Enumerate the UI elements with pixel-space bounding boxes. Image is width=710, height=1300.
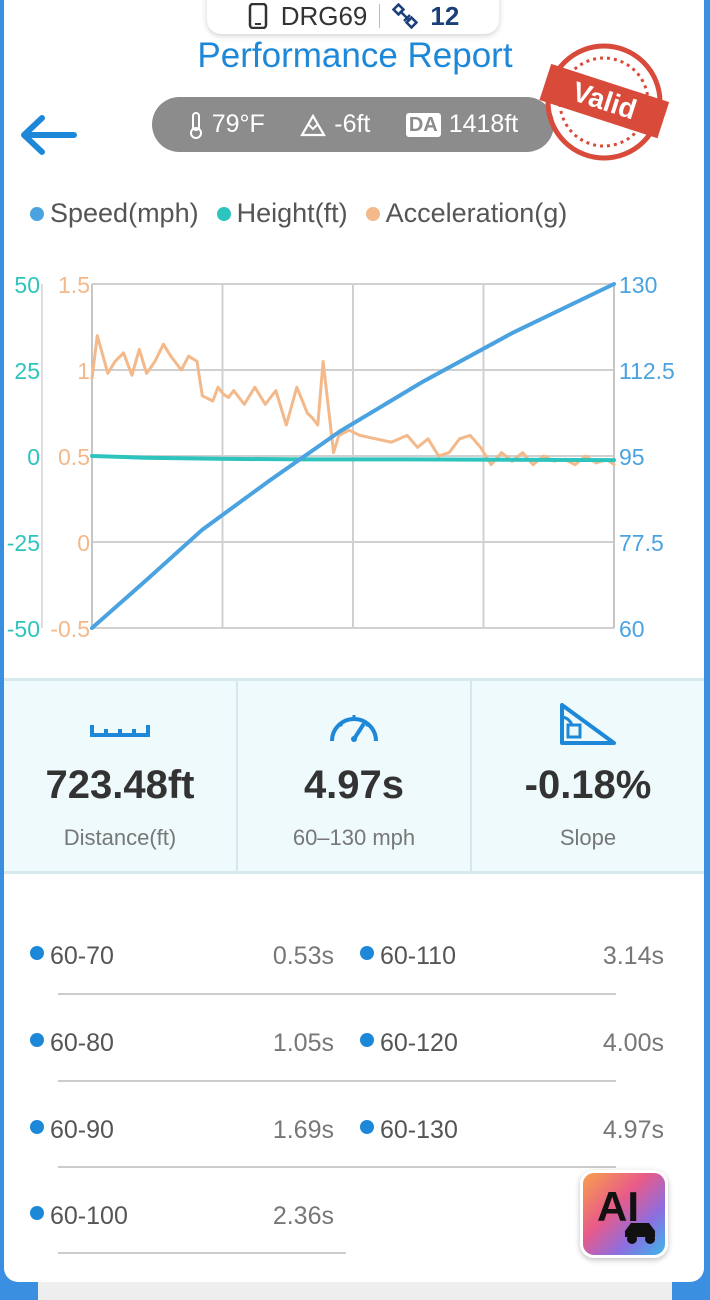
- split-dot: [360, 1120, 374, 1134]
- split-range: 60-130: [380, 1116, 458, 1144]
- split-time: 0.53s: [272, 942, 334, 970]
- split-row: 60-120 4.00s: [360, 995, 664, 1081]
- satellite-icon: [392, 3, 419, 29]
- split-dot: [30, 1120, 44, 1134]
- accel-tick-label: 0.5: [58, 444, 90, 470]
- height-tick-label: 0: [27, 444, 40, 470]
- legend-label: Height(ft): [236, 198, 348, 228]
- legend-dot: [30, 206, 44, 221]
- altitude-value: -6ft: [334, 110, 371, 138]
- height-tick-label: -25: [7, 530, 40, 556]
- accel-tick-label: -0.5: [50, 616, 90, 642]
- time-label: 60–130 mph: [292, 825, 416, 850]
- split-range: 60-90: [50, 1116, 114, 1144]
- height-tick-label: 25: [14, 358, 40, 384]
- density-altitude-value: 1418ft: [448, 110, 519, 138]
- split-dot: [360, 946, 374, 960]
- valid-stamp: Valid: [539, 43, 670, 161]
- time-value: 4.97s: [303, 763, 405, 807]
- split-range: 60-120: [380, 1029, 458, 1057]
- split-row: 60-110 3.14s: [360, 908, 664, 994]
- divider: [58, 1252, 346, 1254]
- split-dot: [30, 1033, 44, 1047]
- legend-item-height[interactable]: Height(ft): [216, 198, 348, 229]
- split-row: 60-80 1.05s: [30, 995, 334, 1081]
- speed-tick-label: 77.5: [619, 530, 664, 556]
- slope-value: -0.18%: [524, 763, 652, 807]
- satellite-count: 12: [430, 0, 460, 31]
- split-time: 4.00s: [602, 1029, 664, 1057]
- conditions-pill: 79°F -6ft DA 1418ft: [152, 97, 554, 152]
- phone-icon: [248, 3, 267, 29]
- divider: [58, 1080, 616, 1082]
- bottom-strip: [38, 1282, 672, 1300]
- legend-label: Speed(mph): [50, 198, 199, 228]
- slope-label: Slope: [559, 825, 617, 850]
- accel-tick-label: 0: [77, 530, 90, 556]
- car-icon: [625, 1223, 655, 1244]
- split-row: 60-100 2.36s: [30, 1168, 334, 1254]
- performance-chart[interactable]: 50 25 0 -25 -50 1.5 1 0.5 0 -0.5 130 112.5 95 77.5 60: [0, 250, 710, 660]
- stat-time: 4.97s 60–130 mph: [236, 681, 470, 871]
- divider: [379, 4, 381, 28]
- split-range: 60-110: [380, 942, 456, 970]
- legend-item-speed[interactable]: Speed(mph): [30, 198, 199, 229]
- report-card: [4, 0, 704, 1282]
- speed-tick-label: 95: [619, 444, 645, 470]
- accel-tick-label: 1.5: [58, 272, 90, 298]
- split-time: 1.05s: [272, 1029, 334, 1057]
- page-title: Performance Report: [197, 36, 513, 75]
- split-time: 4.97s: [602, 1116, 664, 1144]
- height-tick-label: 50: [14, 272, 40, 298]
- distance-label: Distance(ft): [63, 825, 177, 850]
- split-dot: [30, 1206, 44, 1220]
- thermometer-icon: [189, 111, 202, 139]
- slope-icon: [560, 703, 616, 745]
- split-dot: [360, 1033, 374, 1047]
- device-name: DRG69: [280, 0, 368, 31]
- back-arrow-icon[interactable]: [16, 110, 80, 160]
- split-time: 1.69s: [272, 1116, 334, 1144]
- legend-dot: [216, 206, 231, 221]
- da-icon: DA: [405, 112, 441, 137]
- split-time: 3.14s: [602, 942, 664, 970]
- speed-tick-label: 60: [619, 616, 645, 642]
- stat-slope: -0.18% Slope: [470, 681, 704, 871]
- series-line-speed: [90, 282, 616, 630]
- stat-distance: 723.48ft Distance(ft): [4, 681, 236, 871]
- split-row: 60-130 4.97s: [360, 1082, 664, 1168]
- split-row: 60-90 1.69s: [30, 1082, 334, 1168]
- legend-item-acceleration[interactable]: Acceleration(g): [365, 198, 568, 229]
- series-line-accel: [90, 334, 616, 467]
- speedometer-icon: [330, 715, 378, 742]
- speed-tick-label: 130: [619, 272, 657, 298]
- split-range: 60-100: [50, 1202, 128, 1230]
- stats-panel: 723.48ft Distance(ft) 4.97s 60–130 mph -…: [4, 678, 704, 874]
- ai-assistant-button[interactable]: AI: [580, 1170, 668, 1258]
- split-range: 60-80: [50, 1029, 114, 1057]
- accel-tick-label: 1: [77, 358, 90, 384]
- ruler-icon: [90, 725, 150, 737]
- temperature-value: 79°F: [211, 110, 265, 138]
- chart-legend: Speed(mph) Height(ft) Acceleration(g): [30, 198, 690, 229]
- split-time: 2.36s: [272, 1202, 334, 1230]
- legend-label: Acceleration(g): [385, 198, 568, 228]
- divider: [58, 1166, 616, 1168]
- distance-value: 723.48ft: [45, 763, 195, 807]
- device-status-pill[interactable]: DRG69 12: [207, 0, 499, 34]
- legend-dot: [365, 206, 380, 221]
- speed-tick-label: 112.5: [619, 358, 675, 384]
- divider: [58, 993, 616, 995]
- split-row: 60-70 0.53s: [30, 908, 334, 994]
- ai-label: AI: [597, 1183, 639, 1230]
- mountain-icon: [300, 113, 327, 136]
- height-tick-label: -50: [7, 616, 40, 642]
- split-dot: [30, 946, 44, 960]
- split-range: 60-70: [50, 942, 114, 970]
